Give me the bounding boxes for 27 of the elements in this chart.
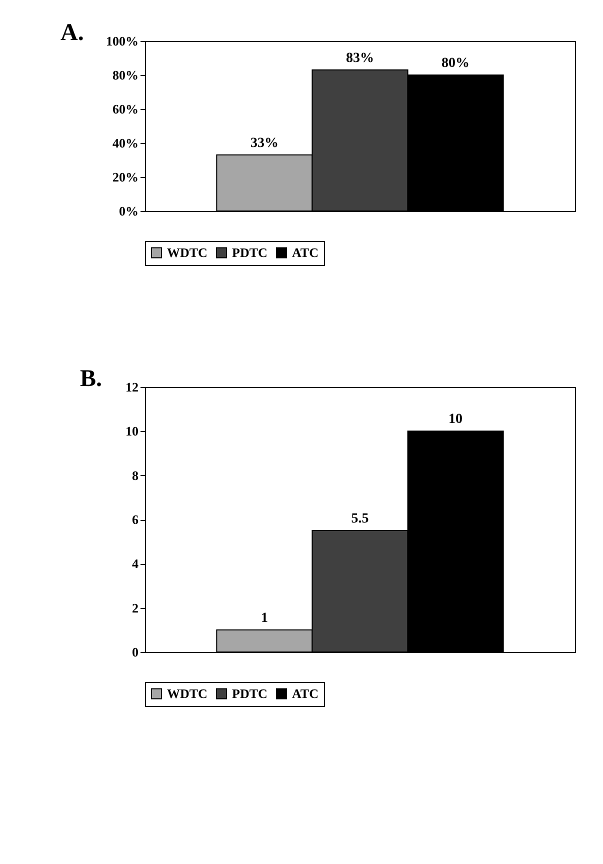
y-tick-label: 6 bbox=[132, 512, 139, 527]
data-label: 1 bbox=[260, 610, 268, 626]
y-tick-label: 40% bbox=[112, 136, 138, 150]
data-label: 83% bbox=[346, 50, 374, 66]
y-tick-label: 10 bbox=[126, 424, 138, 439]
chart-title: A. bbox=[60, 20, 84, 46]
legend-label: PDTC bbox=[232, 244, 268, 260]
y-tick-label: 0 bbox=[132, 644, 138, 660]
y-tick-label: 12 bbox=[126, 380, 138, 394]
legend-label: WDTC bbox=[167, 686, 208, 701]
y-tick-label: 0% bbox=[119, 204, 138, 218]
data-label: 33% bbox=[250, 136, 278, 151]
chart-title: B. bbox=[80, 366, 102, 392]
y-tick-label: 8 bbox=[132, 468, 139, 483]
data-label: 10 bbox=[448, 412, 463, 428]
data-label: 80% bbox=[442, 56, 470, 71]
legend-label: PDTC bbox=[232, 686, 268, 701]
legend-label: WDTC bbox=[167, 244, 208, 260]
y-tick-label: 2 bbox=[132, 600, 138, 616]
y-tick-label: 80% bbox=[112, 68, 138, 82]
data-label: 5.5 bbox=[351, 512, 369, 527]
legend-label: ATC bbox=[292, 686, 318, 701]
y-tick-label: 4 bbox=[132, 556, 139, 572]
y-tick-label: 100% bbox=[106, 34, 138, 48]
y-tick-label: 20% bbox=[112, 170, 138, 184]
y-tick-label: 60% bbox=[112, 102, 138, 116]
legend-label: ATC bbox=[292, 244, 318, 260]
